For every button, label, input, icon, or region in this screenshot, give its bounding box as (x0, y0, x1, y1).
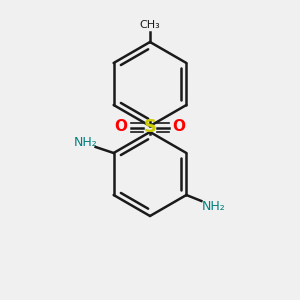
Text: CH₃: CH₃ (140, 20, 160, 30)
Text: S: S (143, 118, 157, 136)
Text: NH₂: NH₂ (202, 200, 225, 214)
Text: O: O (114, 119, 128, 134)
Text: NH₂: NH₂ (73, 136, 97, 149)
Text: O: O (172, 119, 186, 134)
